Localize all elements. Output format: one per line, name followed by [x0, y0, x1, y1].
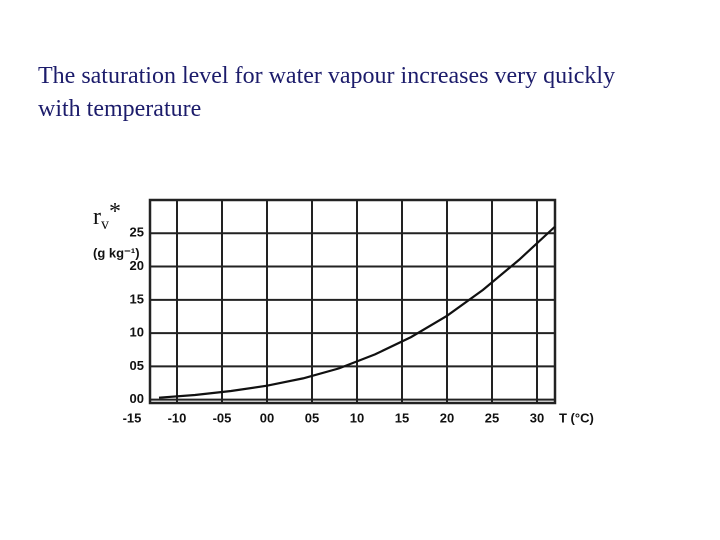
- y-tick-label: 00: [130, 391, 144, 406]
- y-symbol-sup: *: [109, 199, 121, 225]
- x-tick-label: 00: [260, 410, 274, 425]
- x-tick-label: -10: [168, 410, 187, 425]
- data-line: [158, 225, 556, 399]
- slide-title: The saturation level for water vapour in…: [38, 63, 616, 122]
- x-tick-label: 15: [395, 410, 409, 425]
- x-axis-label: T (°C): [559, 410, 594, 425]
- y-tick-label: 15: [130, 291, 144, 306]
- x-tick-label: 30: [530, 410, 544, 425]
- plot-frame: [148, 198, 557, 405]
- x-tick-label: -05: [213, 410, 232, 425]
- y-tick-label: 10: [130, 325, 144, 340]
- y-symbol: rv*: [93, 199, 121, 233]
- y-tick-label: 20: [130, 258, 144, 273]
- y-symbol-sub: v: [101, 216, 109, 233]
- x-tick-label: -15: [123, 410, 142, 425]
- x-tick-label: 10: [350, 410, 364, 425]
- x-tick-label: 05: [305, 410, 319, 425]
- x-tick-label: 20: [440, 410, 454, 425]
- y-symbol-base: r: [93, 204, 101, 230]
- x-tick-label: 25: [485, 410, 499, 425]
- y-tick-label: 05: [130, 358, 144, 373]
- y-unit: (g kg⁻¹): [93, 245, 140, 260]
- y-tick-label: 25: [130, 225, 144, 240]
